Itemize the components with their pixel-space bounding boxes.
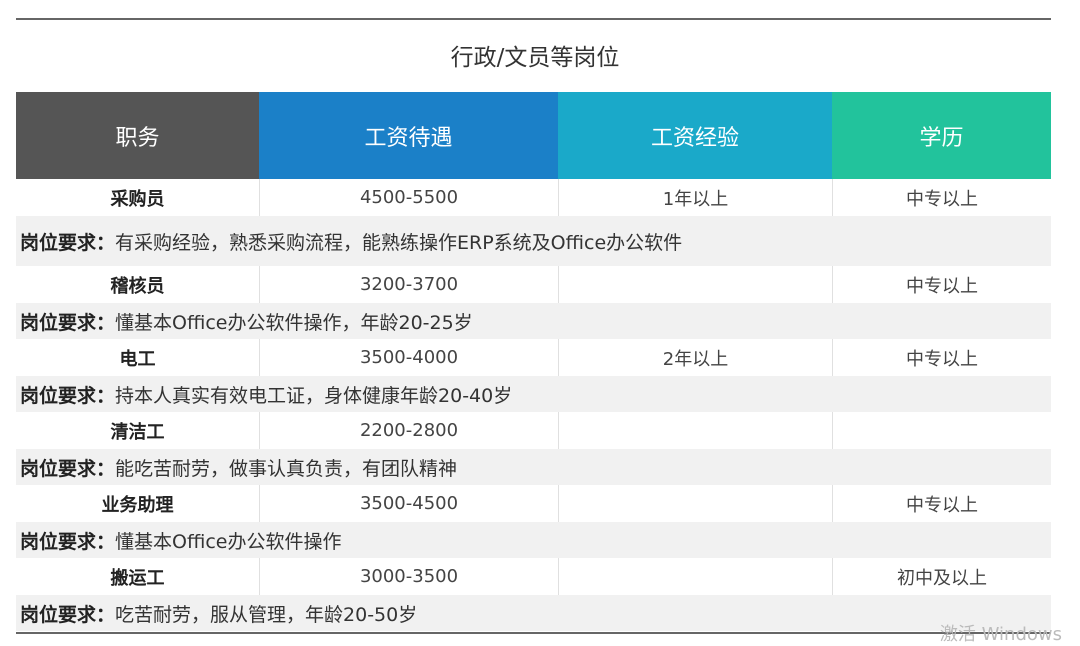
job-table: 职务 工资待遇 工资经验 学历 采购员 4500-5500 1年以上 中专以上 岗位要求…: [16, 92, 1051, 631]
header-salary: 工资待遇: [259, 92, 558, 179]
cell-experience: 1年以上: [558, 179, 832, 216]
cell-experience: [558, 266, 832, 303]
requirement-label: 岗位要求：: [20, 457, 116, 480]
cell-job: 清洁工: [110, 421, 165, 443]
table-row: 电工 3500-4000 2年以上 中专以上: [16, 339, 1051, 376]
table-row: 搬运工 3000-3500 初中及以上: [16, 558, 1051, 595]
cell-experience: [558, 412, 832, 449]
windows-watermark: 激活 Windows: [939, 624, 1062, 645]
requirement-text: 懂基本Office办公软件操作: [115, 530, 342, 553]
table-row: 业务助理 3500-4500 中专以上: [16, 485, 1051, 522]
cell-education: 中专以上: [832, 266, 1051, 303]
header-education: 学历: [832, 92, 1051, 179]
cell-salary: 2200-2800: [259, 412, 558, 449]
cell-experience: [558, 485, 832, 522]
table-row: 清洁工 2200-2800: [16, 412, 1051, 449]
requirement-label: 岗位要求：: [20, 603, 116, 626]
requirement-label: 岗位要求：: [20, 530, 116, 553]
cell-education: 初中及以上: [832, 558, 1051, 595]
requirement-row: 岗位要求： 能吃苦耐劳，做事认真负责，有团队精神: [16, 449, 1051, 485]
cell-education: [832, 412, 1051, 449]
requirement-row: 岗位要求： 懂基本Office办公软件操作: [16, 522, 1051, 558]
top-divider: [16, 18, 1051, 20]
requirement-text: 有采购经验，熟悉采购流程，能熟练操作ERP系统及Office办公软件: [115, 231, 683, 254]
requirement-label: 岗位要求：: [20, 311, 116, 334]
cell-job: 稽核员: [110, 275, 165, 297]
requirement-label: 岗位要求：: [20, 384, 116, 407]
table-row: 稽核员 3200-3700 中专以上: [16, 266, 1051, 303]
cell-education: 中专以上: [832, 485, 1051, 522]
cell-salary: 3000-3500: [259, 558, 558, 595]
requirement-row: 岗位要求： 吃苦耐劳，服从管理，年龄20-50岁: [16, 595, 1051, 631]
cell-experience: 2年以上: [558, 339, 832, 376]
table-header: 职务 工资待遇 工资经验 学历: [16, 92, 1051, 179]
requirement-row: 岗位要求： 持本人真实有效电工证，身体健康年龄20-40岁: [16, 376, 1051, 412]
requirement-label: 岗位要求：: [20, 231, 116, 254]
cell-job: 采购员: [110, 188, 165, 210]
requirement-text: 懂基本Office办公软件操作，年龄20-25岁: [115, 311, 473, 334]
table-row: 采购员 4500-5500 1年以上 中专以上: [16, 179, 1051, 216]
requirement-text: 持本人真实有效电工证，身体健康年龄20-40岁: [115, 384, 513, 407]
cell-education: 中专以上: [832, 179, 1051, 216]
cell-salary: 3500-4500: [259, 485, 558, 522]
cell-salary: 3200-3700: [259, 266, 558, 303]
header-job: 职务: [16, 92, 259, 179]
bottom-divider: [16, 632, 1051, 634]
cell-job: 搬运工: [110, 567, 165, 589]
requirement-text: 吃苦耐劳，服从管理，年龄20-50岁: [115, 603, 418, 626]
requirement-row: 岗位要求： 有采购经验，熟悉采购流程，能熟练操作ERP系统及Office办公软件: [16, 216, 1051, 266]
cell-education: 中专以上: [832, 339, 1051, 376]
cell-salary: 3500-4000: [259, 339, 558, 376]
cell-experience: [558, 558, 832, 595]
cell-job: 电工: [119, 348, 156, 370]
cell-job: 业务助理: [101, 494, 174, 516]
requirement-text: 能吃苦耐劳，做事认真负责，有团队精神: [115, 457, 458, 480]
header-experience: 工资经验: [558, 92, 832, 179]
page-title: 行政/文员等岗位: [450, 45, 620, 71]
requirement-row: 岗位要求： 懂基本Office办公软件操作，年龄20-25岁: [16, 303, 1051, 339]
cell-salary: 4500-5500: [259, 179, 558, 216]
